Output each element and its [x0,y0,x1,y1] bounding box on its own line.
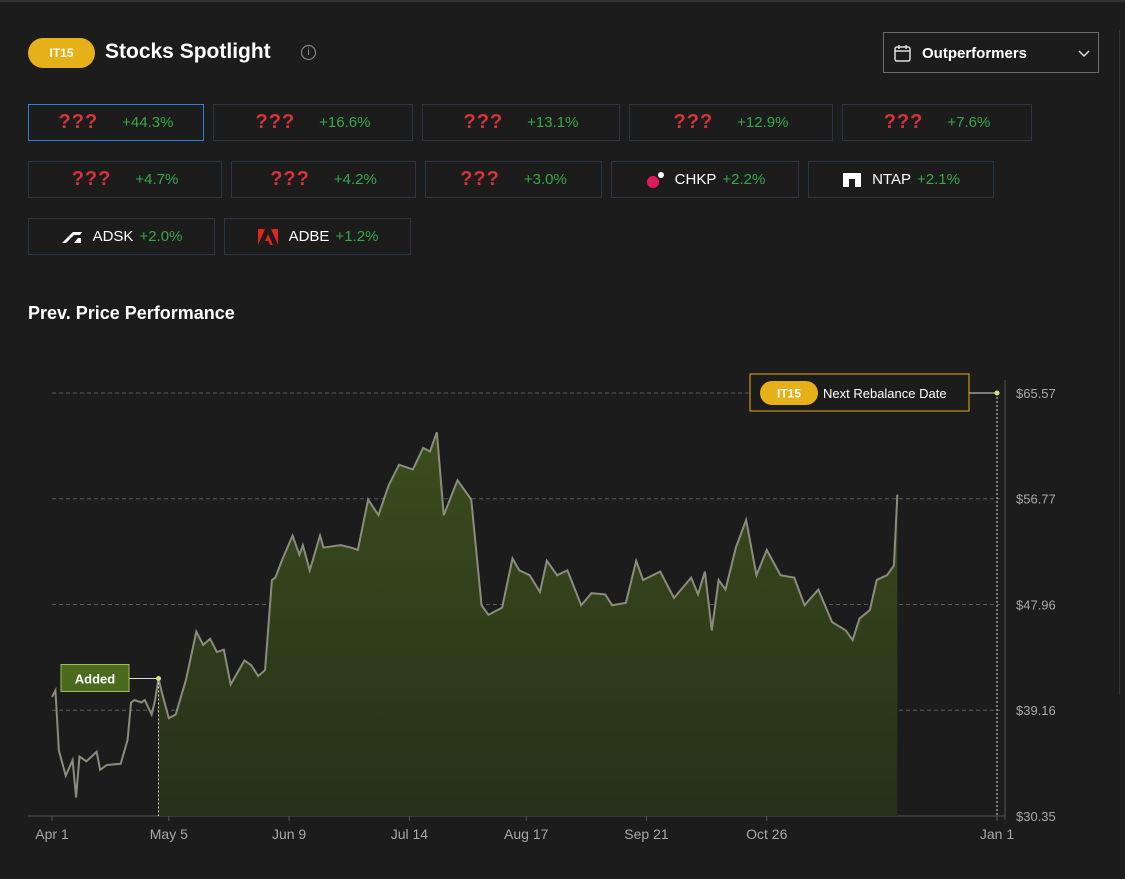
stock-chip[interactable]: ADSK +2.0% [28,218,215,255]
y-tick-label: $47.96 [1016,598,1056,613]
x-tick-label: Oct 26 [746,826,787,842]
change: +4.7% [135,171,179,188]
ticker: ??? [71,168,112,190]
rebalance-badge [760,381,818,405]
y-tick-label: $65.57 [1016,386,1056,401]
change: +2.1% [916,171,960,188]
x-tick-label: Apr 1 [35,826,69,842]
rebalance-point [994,390,1000,396]
stock-chip[interactable]: ??? +44.3% [28,104,204,141]
badge: IT15 [28,38,95,68]
rebalance-label: Next Rebalance Date [823,386,947,401]
added-point [156,675,162,681]
chart-title: Prev. Price Performance [28,303,235,323]
ticker: ??? [255,111,296,133]
ticker: ADBE [288,228,330,245]
ticker: ADSK [92,228,134,245]
change: +13.1% [527,114,579,131]
change: +12.9% [737,114,789,131]
logo [843,172,862,187]
change: +7.6% [947,114,991,131]
chevron [1078,50,1090,58]
calendar-icon [894,45,911,62]
stock-chip[interactable]: CHKP +2.2% [611,161,799,198]
x-tick-label: Jun 9 [272,826,306,842]
added-box [60,663,130,692]
rebalance-badge-text: IT15 [777,387,801,401]
ticker: ??? [460,168,500,190]
ticker: ??? [883,111,924,133]
logo [61,231,82,243]
y-tick-label: $39.16 [1016,703,1056,718]
ticker: ??? [673,111,714,133]
change: +1.2% [335,228,379,245]
stock-chip[interactable]: ??? +3.0% [425,161,602,198]
x-tick-label: May 5 [150,826,188,842]
change: +4.2% [333,171,377,188]
change: +16.6% [319,114,371,131]
ticker: NTAP [872,171,911,188]
page-title: Stocks Spotlight [105,40,271,63]
x-tick-label: Jan 1 [980,826,1014,842]
ticker: ??? [270,168,310,190]
scrollbar [1119,30,1125,695]
stock-chip[interactable]: ??? +4.2% [231,161,416,198]
change: +2.0% [139,228,183,245]
change: +3.0% [523,171,567,188]
y-tick-label: $30.35 [1016,809,1056,824]
stock-chip[interactable]: ??? +12.9% [629,104,833,141]
added-label: Added [75,671,116,686]
dropdown-label: Outperformers [922,45,1028,62]
x-tick-label: Jul 14 [391,826,429,842]
ticker: ??? [58,111,99,133]
ticker: CHKP [674,171,717,188]
x-tick-label: Aug 17 [504,826,549,842]
stock-chip[interactable]: ??? +4.7% [28,161,222,198]
y-tick-label: $56.77 [1016,492,1056,507]
stock-chip[interactable]: ADBE +1.2% [224,218,411,255]
change: +44.3% [122,114,174,131]
x-tick-label: Sep 21 [624,826,669,842]
logo [646,171,664,188]
stock-chip[interactable]: ??? +16.6% [213,104,413,141]
stock-chip[interactable]: ??? +13.1% [422,104,620,141]
logo [257,228,278,245]
area-fill [158,432,898,816]
stock-chip[interactable]: ??? +7.6% [842,104,1032,141]
price-line [51,431,899,798]
change: +2.2% [722,171,766,188]
dropdown[interactable]: Outperformers [883,32,1099,73]
info-icon[interactable]: i [301,45,316,60]
stock-chip[interactable]: NTAP +2.1% [808,161,994,198]
ticker: ??? [463,111,504,133]
